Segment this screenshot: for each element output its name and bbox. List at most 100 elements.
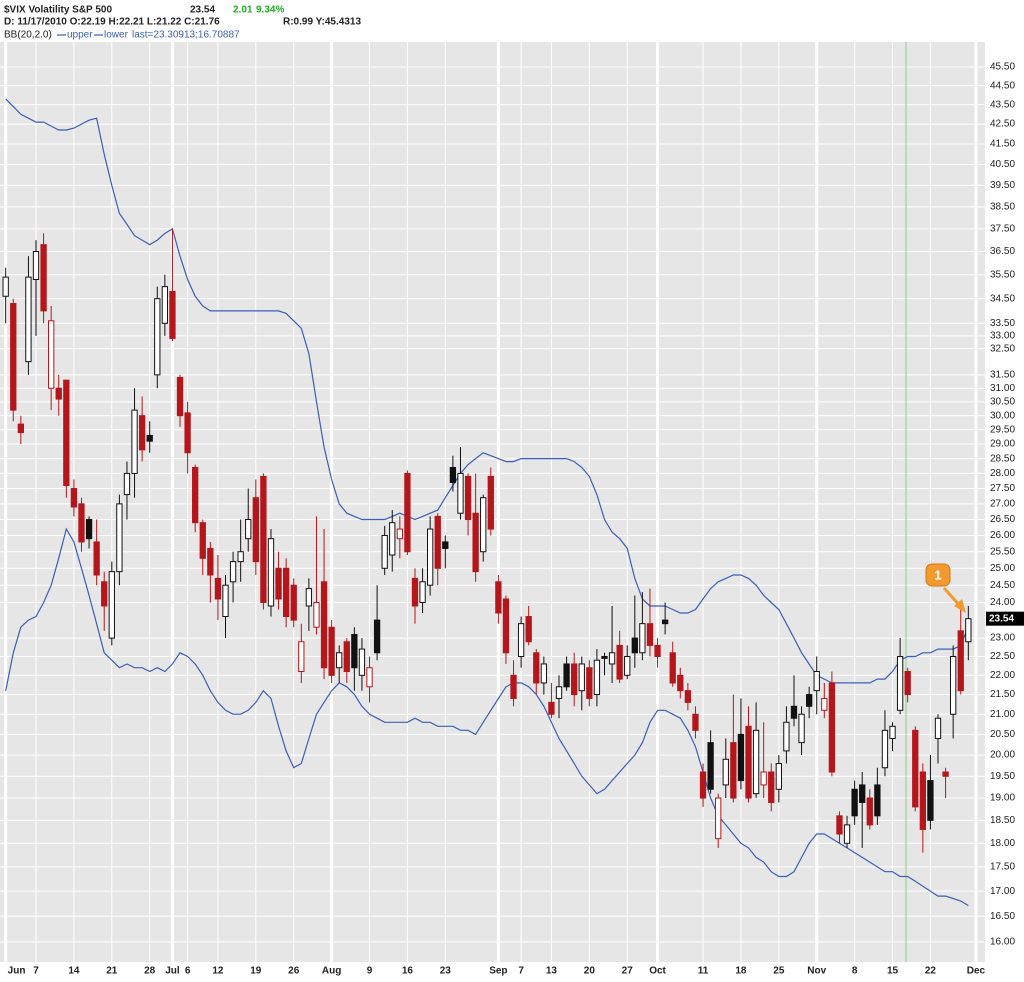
candle-body	[646, 623, 654, 646]
candle-body	[25, 276, 32, 363]
last-price-box	[986, 611, 1024, 626]
candle-body	[866, 797, 873, 826]
y-tick-label: 21.00	[990, 709, 1015, 720]
candle-body	[957, 630, 964, 692]
annotation-arrow	[942, 587, 962, 607]
candle-body	[859, 784, 866, 803]
candle-body	[358, 648, 366, 676]
y-tick-label: 20.50	[990, 729, 1015, 740]
candle-body	[63, 379, 70, 486]
y-tick-label: 24.50	[990, 580, 1015, 591]
candle-body	[502, 598, 510, 654]
last-price-label: 23.54	[989, 613, 1014, 624]
candle-body	[214, 577, 222, 600]
y-tick-label: 32.50	[990, 343, 1015, 354]
candle-body	[889, 725, 896, 740]
y-tick-label: 30.00	[990, 410, 1015, 421]
candle-body	[138, 415, 146, 451]
y-tick-label: 24.00	[990, 597, 1015, 608]
labels: 45.50 44.50 43.50 42.50 41.50 40.50 39.50 38.50…	[8, 62, 1024, 977]
candle-body	[101, 581, 108, 607]
last-price: 23.54	[190, 5, 215, 16]
candle-body	[533, 652, 540, 684]
band-line	[5, 527, 969, 907]
candle-body	[282, 567, 290, 618]
y-tick-label: 20.00	[990, 750, 1015, 761]
candle-body	[472, 512, 479, 573]
candle-body	[222, 584, 229, 618]
candle-body	[373, 619, 381, 654]
candle-body	[624, 655, 631, 676]
y-tick-label: 30.50	[990, 396, 1015, 407]
candle-body	[275, 567, 282, 600]
candle-body	[245, 519, 252, 540]
x-tick-label: 21	[106, 966, 118, 977]
x-tick-label: 7	[518, 966, 524, 977]
candle-body	[298, 641, 305, 673]
legend-label: upper	[67, 30, 93, 41]
candle-body	[108, 571, 115, 639]
x-tick-label: 8	[852, 966, 858, 977]
candle-body	[366, 667, 373, 688]
y-tick-label: 16.50	[990, 911, 1015, 922]
x-tick-label: Jul	[165, 966, 180, 977]
candle-body	[722, 758, 729, 786]
candle-body	[813, 671, 820, 692]
candle-body	[10, 303, 17, 411]
candle-body	[775, 762, 782, 790]
candle-body	[821, 697, 828, 711]
x-tick-label: 9	[367, 966, 373, 977]
candle-body	[752, 729, 760, 795]
candle-body	[85, 519, 93, 540]
candle-body	[699, 771, 707, 799]
candle-body	[798, 713, 805, 744]
legend-label: lower	[104, 30, 129, 41]
x-tick-label: 26	[288, 966, 300, 977]
marks	[2, 98, 972, 907]
candle-body	[601, 655, 608, 659]
candle-body	[419, 581, 426, 603]
candle-body	[768, 771, 775, 803]
candle-body	[199, 522, 206, 559]
candle-body	[737, 733, 745, 782]
candle-body	[783, 721, 790, 752]
y-tick-label: 29.50	[990, 424, 1015, 435]
candle-body	[267, 538, 275, 607]
candle-body	[169, 290, 176, 339]
x-tick-label: 13	[546, 966, 558, 977]
candle-body	[457, 472, 464, 514]
x-tick-label: 11	[698, 966, 709, 977]
candle-body	[843, 824, 851, 844]
candle-body	[927, 780, 934, 821]
x-tick-label: 28	[144, 966, 156, 977]
y-tick-label: 18.50	[990, 815, 1015, 826]
x-tick-label: 6	[185, 966, 191, 977]
y-tick-label: 38.50	[990, 201, 1015, 212]
candle-body	[563, 663, 570, 688]
y-tick-label: 25.00	[990, 563, 1015, 574]
candle-body	[851, 788, 858, 817]
candle-body	[442, 541, 449, 549]
y-tick-label: 27.00	[990, 499, 1015, 510]
candle-body	[336, 652, 343, 669]
candle-body	[912, 729, 919, 808]
indicator: BB(20,2.0)	[4, 30, 52, 41]
x-tick-label: Jun	[8, 966, 26, 977]
x-tick-label: 20	[584, 966, 596, 977]
candle-body	[55, 387, 62, 400]
candle-body	[396, 528, 403, 540]
candle-body	[669, 652, 676, 684]
candle-body	[381, 534, 388, 569]
candle-body	[480, 497, 487, 553]
candle-body	[320, 581, 328, 669]
y-tick-label: 22.50	[990, 651, 1015, 662]
candle-body	[942, 771, 949, 777]
y-tick-label: 33.50	[990, 318, 1015, 329]
y-tick-label: 22.00	[990, 670, 1015, 681]
y-tick-label: 42.50	[990, 119, 1015, 130]
candle-body	[730, 742, 737, 799]
x-tick-label: Oct	[649, 966, 666, 977]
candle-body	[161, 286, 169, 324]
y-tick-label: 31.00	[990, 383, 1015, 394]
